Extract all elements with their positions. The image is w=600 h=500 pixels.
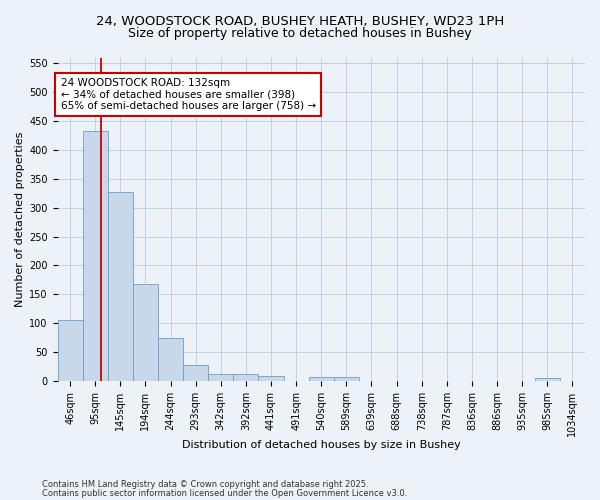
X-axis label: Distribution of detached houses by size in Bushey: Distribution of detached houses by size … xyxy=(182,440,461,450)
Text: 24 WOODSTOCK ROAD: 132sqm
← 34% of detached houses are smaller (398)
65% of semi: 24 WOODSTOCK ROAD: 132sqm ← 34% of detac… xyxy=(61,78,316,111)
Bar xyxy=(334,378,359,381)
Bar xyxy=(83,132,108,381)
Bar xyxy=(183,364,208,381)
Bar xyxy=(58,320,83,381)
Text: Size of property relative to detached houses in Bushey: Size of property relative to detached ho… xyxy=(128,28,472,40)
Bar xyxy=(535,378,560,381)
Bar xyxy=(233,374,259,381)
Y-axis label: Number of detached properties: Number of detached properties xyxy=(15,132,25,307)
Bar xyxy=(158,338,183,381)
Bar xyxy=(259,376,284,381)
Text: 24, WOODSTOCK ROAD, BUSHEY HEATH, BUSHEY, WD23 1PH: 24, WOODSTOCK ROAD, BUSHEY HEATH, BUSHEY… xyxy=(96,15,504,28)
Bar xyxy=(108,192,133,381)
Text: Contains public sector information licensed under the Open Government Licence v3: Contains public sector information licen… xyxy=(42,488,407,498)
Bar xyxy=(308,378,334,381)
Bar xyxy=(133,284,158,381)
Text: Contains HM Land Registry data © Crown copyright and database right 2025.: Contains HM Land Registry data © Crown c… xyxy=(42,480,368,489)
Bar xyxy=(208,374,233,381)
